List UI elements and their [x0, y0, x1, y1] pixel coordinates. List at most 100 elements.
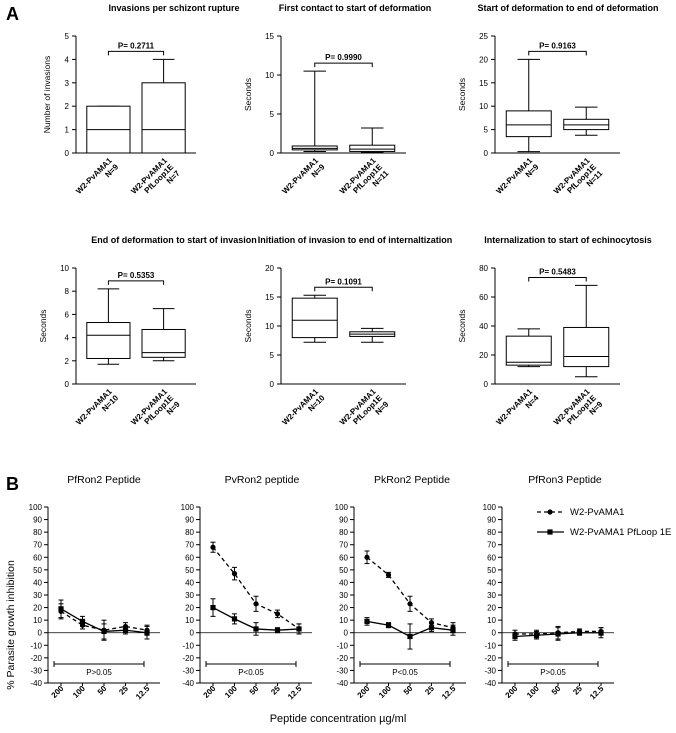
- y-axis-label: Seconds: [457, 78, 467, 111]
- y-tick-label: 50: [339, 566, 348, 575]
- data-point-square: [407, 633, 413, 640]
- box-iqr: [505, 110, 552, 138]
- legend-label-w2-pvama1-pfloop1e: W2-PvAMA1 PfLoop 1E: [570, 527, 671, 538]
- y-tick-label: 50: [185, 566, 194, 575]
- y-tick-label: 25: [479, 32, 488, 41]
- y-tick-label: 50: [33, 566, 42, 575]
- y-tick-label: 100: [335, 503, 349, 512]
- y-tick-label: -30: [484, 666, 496, 675]
- y-tick-label: -20: [484, 654, 496, 663]
- y-tick-label: 0: [492, 629, 497, 638]
- y-tick-label: -30: [336, 666, 348, 675]
- line-chart-title: PkRon2 Peptide: [374, 474, 450, 486]
- x-tick-label: 25: [269, 684, 282, 697]
- category-label: W2-PvAMA1PfLoop1EN=9: [552, 387, 605, 440]
- y-tick-label: 40: [33, 578, 42, 587]
- y-tick-label: 20: [479, 55, 488, 64]
- box-iqr: [505, 335, 552, 366]
- boxplot-2: First contact to start of deformation 0 5 1…: [243, 3, 431, 196]
- y-tick-label: 4: [65, 55, 70, 64]
- y-tick-label: 20: [265, 264, 274, 273]
- y-axis-label: Seconds: [243, 309, 253, 342]
- boxplot-3: Start of deformation to end of deformati…: [457, 3, 659, 196]
- y-tick-label: -10: [484, 641, 496, 650]
- y-tick-label: 90: [185, 516, 194, 525]
- y-tick-label: 70: [339, 541, 348, 550]
- data-point-square: [144, 630, 150, 636]
- x-tick-label: 100: [71, 684, 87, 700]
- y-tick-label: 0: [270, 380, 275, 389]
- x-tick-label: 100: [525, 684, 541, 700]
- x-tick-label: 12.5: [286, 684, 304, 702]
- data-point-square: [428, 625, 435, 631]
- p-value-label: P<0.05: [392, 668, 418, 677]
- y-tick-label: 5: [65, 32, 70, 41]
- data-point-circle: [231, 571, 238, 577]
- p-value-label: P>0.05: [86, 668, 112, 677]
- y-tick-label: 80: [487, 528, 496, 537]
- charts-layer: Invasions per schizont rupture 0 1 2 3 4 5 Numb…: [29, 3, 672, 701]
- boxplot-title: Initiation of invasion to end of interna…: [258, 235, 453, 245]
- significance-bracket: [107, 280, 165, 285]
- y-tick-label: 30: [339, 591, 348, 600]
- p-value-label: P= 0.9990: [325, 53, 362, 62]
- line-chart-1: PfRon2 Peptide -40 -30 -20 -10 0 10 20 30 40 50 60 7…: [29, 474, 160, 701]
- x-tick-label: 50: [550, 684, 563, 697]
- line-chart-3: PkRon2 Peptide -40 -30 -20 -10 0 10 20 30 40 50 60 7…: [335, 474, 466, 701]
- boxplot-5: Initiation of invasion to end of interna…: [243, 235, 453, 427]
- y-tick-label: -40: [336, 679, 348, 688]
- box-iqr: [563, 326, 610, 368]
- box-iqr: [141, 82, 186, 154]
- data-point-circle: [274, 611, 281, 617]
- x-tick-label: 12.5: [588, 684, 606, 702]
- y-tick-label: 2: [65, 357, 70, 366]
- p-value-label: P= 0.5353: [118, 271, 155, 280]
- y-tick-label: -10: [30, 641, 42, 650]
- box-iqr: [349, 144, 396, 152]
- data-point-square: [274, 627, 281, 633]
- y-tick-label: 40: [339, 578, 348, 587]
- y-tick-label: 80: [33, 528, 42, 537]
- x-tick-label: 200: [50, 684, 66, 700]
- x-tick-label: 25: [423, 684, 436, 697]
- category-label: W2-PvAMA1N=4: [494, 387, 540, 433]
- x-tick-label: 50: [402, 684, 415, 697]
- legend-label-w2-pvama1: W2-PvAMA1: [570, 507, 624, 518]
- y-tick-label: 20: [479, 351, 488, 360]
- y-tick-label: 10: [487, 616, 496, 625]
- p-value-label: P<0.05: [238, 668, 264, 677]
- data-point-square: [210, 604, 216, 611]
- y-axis-label: Number of invasions: [42, 56, 52, 133]
- y-tick-label: 100: [29, 503, 43, 512]
- y-tick-label: -10: [336, 641, 348, 650]
- p-value-label: P= 0.1091: [325, 277, 362, 286]
- y-tick-label: 60: [339, 553, 348, 562]
- y-tick-label: 90: [487, 516, 496, 525]
- y-tick-label: -40: [484, 679, 496, 688]
- legend: W2-PvAMA1 W2-PvAMA1 PfLoop 1E: [537, 507, 671, 538]
- x-tick-label: 200: [504, 684, 520, 700]
- category-label: W2-PvAMA1PfLoop1EN=9: [129, 387, 182, 440]
- y-tick-label: 8: [65, 287, 70, 296]
- y-tick-label: 1: [65, 126, 70, 135]
- panel-b-y-axis-label: % Parasite growth inhibition: [5, 560, 17, 690]
- y-tick-label: 60: [33, 553, 42, 562]
- y-tick-label: 40: [185, 578, 194, 587]
- y-axis-label: Seconds: [38, 309, 48, 342]
- y-tick-label: 90: [339, 516, 348, 525]
- x-tick-label: 25: [117, 684, 130, 697]
- y-tick-label: 0: [190, 629, 195, 638]
- boxplot-6: Internalization to start of echinocytosi…: [457, 235, 652, 440]
- x-tick-label: 25: [571, 684, 584, 697]
- data-point-circle: [407, 601, 413, 607]
- p-value-label: P= 0.5483: [539, 267, 576, 276]
- panel-a-label: A: [6, 4, 19, 24]
- data-point-square: [253, 626, 259, 632]
- y-tick-label: 5: [270, 110, 275, 119]
- y-tick-label: 30: [185, 591, 194, 600]
- significance-bracket: [107, 50, 165, 56]
- y-tick-label: 0: [65, 380, 70, 389]
- data-point-square: [58, 606, 64, 612]
